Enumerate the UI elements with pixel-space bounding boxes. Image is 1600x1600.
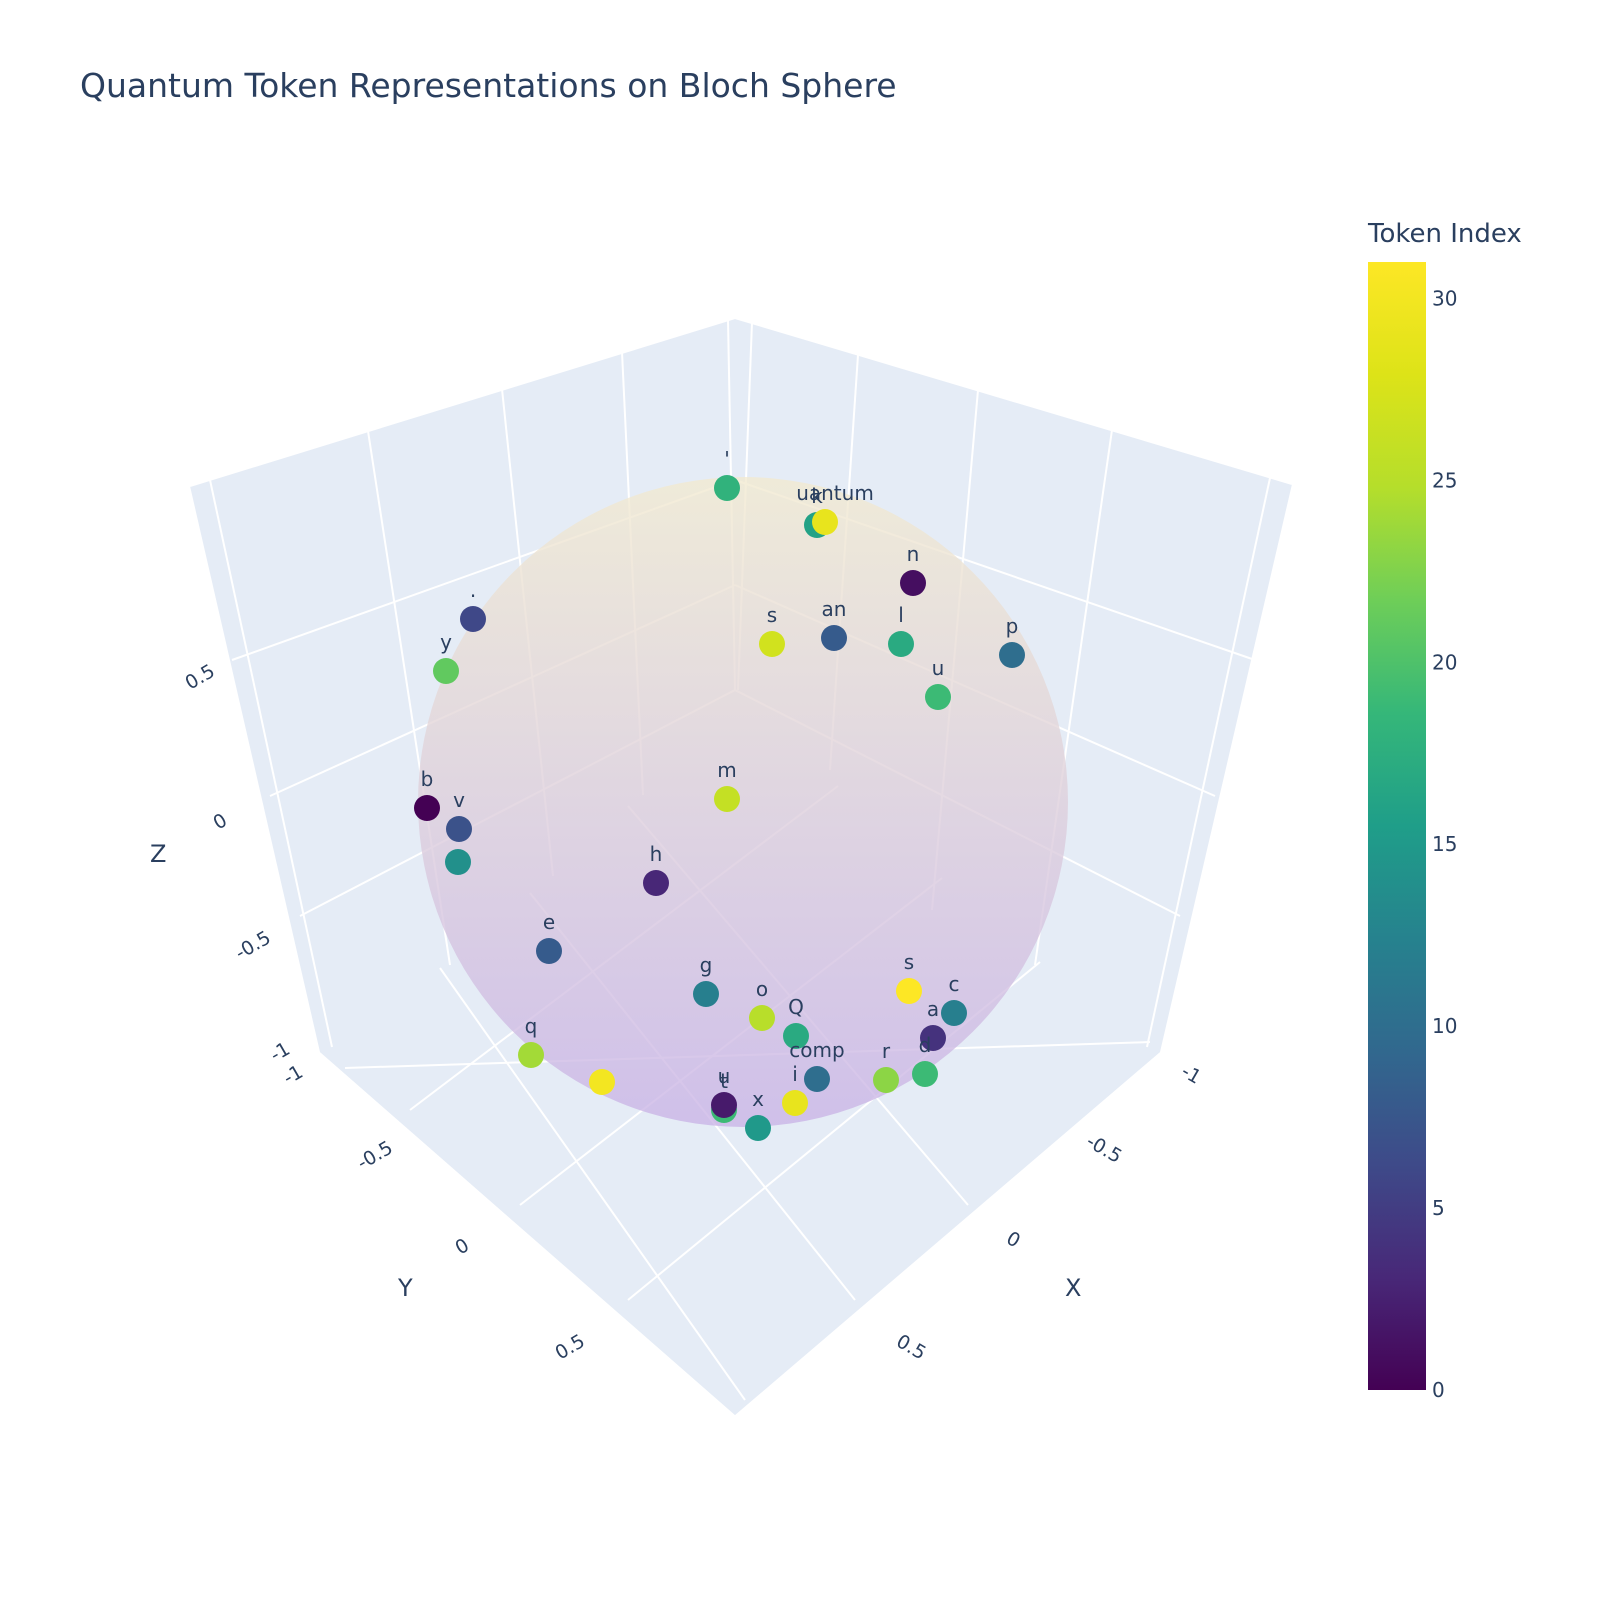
z-axis-title: Z xyxy=(150,840,166,868)
colorbar-tick: 20 xyxy=(1432,650,1457,674)
token-point[interactable] xyxy=(896,978,922,1004)
token-label: g xyxy=(700,953,713,977)
token-label: u xyxy=(718,1064,731,1088)
z-tick: 0.5 xyxy=(182,660,219,694)
token-label: comp xyxy=(789,1038,844,1062)
token-point[interactable] xyxy=(714,786,740,812)
token-point[interactable] xyxy=(912,1061,938,1087)
token-label: d xyxy=(919,1033,932,1057)
y-tick: -1 xyxy=(280,1061,307,1090)
token-label: c xyxy=(949,972,960,996)
y-tick: 0 xyxy=(452,1234,473,1259)
token-label: h xyxy=(650,842,663,866)
token-label: an xyxy=(822,597,847,621)
token-point[interactable] xyxy=(693,981,719,1007)
colorbar-tick: 0 xyxy=(1432,1378,1445,1402)
token-label: a xyxy=(927,997,939,1021)
y-tick: 0.5 xyxy=(552,1330,589,1364)
token-label: k xyxy=(811,484,823,508)
token-point[interactable] xyxy=(414,795,440,821)
colorbar-gradient xyxy=(1368,262,1426,1390)
x-axis-title: X xyxy=(1065,1274,1081,1302)
token-label: q xyxy=(525,1014,538,1038)
z-tick: -1 xyxy=(267,1038,294,1067)
token-point[interactable] xyxy=(999,642,1025,668)
token-point[interactable] xyxy=(714,475,740,501)
token-label: s xyxy=(904,950,914,974)
token-label: x xyxy=(752,1087,764,1111)
token-label: s xyxy=(767,603,777,627)
token-label: i xyxy=(792,1062,798,1086)
token-point[interactable] xyxy=(873,1067,899,1093)
x-tick: 0 xyxy=(1003,1227,1024,1252)
token-label: u xyxy=(932,656,945,680)
token-label: p xyxy=(1006,614,1019,638)
token-point[interactable] xyxy=(783,1023,809,1049)
token-label: t xyxy=(720,1069,728,1093)
token-point[interactable] xyxy=(711,1092,737,1118)
token-point[interactable] xyxy=(821,625,847,651)
token-label: m xyxy=(717,758,736,782)
token-label: o xyxy=(756,977,768,1001)
token-label: uantum xyxy=(796,481,874,505)
token-point[interactable] xyxy=(941,1000,967,1026)
colorbar-tick: 15 xyxy=(1432,832,1457,856)
colorbar-tick: 5 xyxy=(1432,1196,1445,1220)
token-label: v xyxy=(453,788,465,812)
token-label: . xyxy=(470,578,476,602)
token-label: r xyxy=(882,1039,891,1063)
colorbar-tick: 25 xyxy=(1432,468,1457,492)
token-point[interactable] xyxy=(433,658,459,684)
bloch-sphere xyxy=(418,477,1068,1127)
token-point[interactable] xyxy=(920,1025,946,1051)
token-point[interactable] xyxy=(782,1090,808,1116)
token-label: l xyxy=(898,603,904,627)
colorbar-tick: 10 xyxy=(1432,1014,1457,1038)
token-point[interactable] xyxy=(812,509,838,535)
z-tick: 0 xyxy=(210,809,231,834)
x-tick: 0.5 xyxy=(893,1330,930,1364)
token-point[interactable] xyxy=(804,1066,830,1092)
token-point[interactable] xyxy=(589,1069,615,1095)
z-tick: -0.5 xyxy=(232,927,275,965)
token-point[interactable] xyxy=(446,816,472,842)
token-point[interactable] xyxy=(460,606,486,632)
x-tick: -0.5 xyxy=(1083,1130,1126,1168)
token-label: n xyxy=(907,542,920,566)
token-point[interactable] xyxy=(888,631,914,657)
token-label: y xyxy=(440,630,452,654)
token-point[interactable] xyxy=(445,849,471,875)
token-label: e xyxy=(543,910,555,934)
token-point[interactable] xyxy=(925,684,951,710)
token-point[interactable] xyxy=(749,1005,775,1031)
token-point[interactable] xyxy=(643,870,669,896)
x-tick: -1 xyxy=(1178,1060,1205,1089)
colorbar: Token Index 0 5 10 15 20 25 30 xyxy=(1367,219,1522,1402)
token-point[interactable] xyxy=(518,1042,544,1068)
token-point[interactable] xyxy=(900,570,926,596)
y-axis-title: Y xyxy=(397,1274,413,1302)
y-tick: -0.5 xyxy=(354,1137,397,1175)
token-point[interactable] xyxy=(536,938,562,964)
colorbar-title: Token Index xyxy=(1367,219,1522,249)
token-label: b xyxy=(421,767,434,791)
token-label: Q xyxy=(788,995,804,1019)
colorbar-tick: 30 xyxy=(1432,286,1457,310)
token-point[interactable] xyxy=(745,1115,771,1141)
token-point[interactable] xyxy=(759,631,785,657)
chart-title: Quantum Token Representations on Bloch S… xyxy=(80,66,897,105)
token-label: ' xyxy=(724,447,730,471)
